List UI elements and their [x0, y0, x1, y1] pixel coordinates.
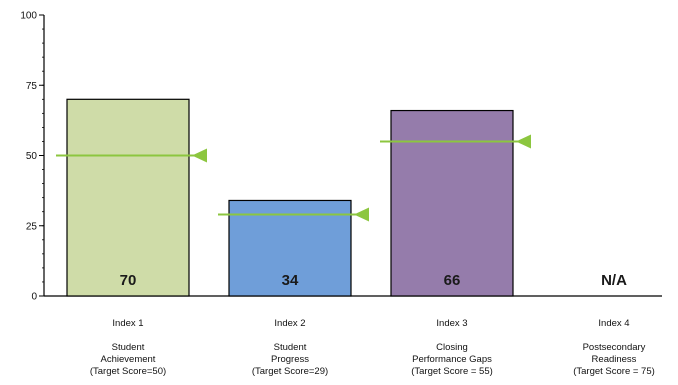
category-target-label-4: (Target Score = 75): [573, 366, 655, 377]
bar-2: [228, 199, 352, 297]
category-name-label-3: Closing: [436, 342, 468, 353]
category-name2-label-3: Performance Gaps: [412, 354, 492, 365]
category-index-label-2: Index 2: [274, 318, 305, 329]
category-target-label-1: (Target Score=50): [90, 366, 166, 377]
category-name-label-1: Student: [112, 342, 145, 353]
value-label-3: 66: [444, 272, 461, 289]
category-name2-label-1: Achievement: [101, 354, 156, 365]
target-marker-1: [192, 148, 207, 163]
target-marker-2: [354, 207, 369, 222]
bar-3: [390, 109, 514, 297]
chart-target-markers: [56, 134, 531, 222]
chart-bars: [66, 98, 514, 297]
y-tick-label: 25: [26, 221, 38, 232]
category-name-label-4: Postsecondary: [583, 342, 646, 353]
value-label-4: N/A: [601, 272, 627, 289]
category-index-label-4: Index 4: [598, 318, 629, 329]
bar-1: [66, 98, 190, 297]
category-name2-label-2: Progress: [271, 354, 309, 365]
category-index-label-3: Index 3: [436, 318, 467, 329]
y-tick-label: 100: [20, 11, 37, 22]
target-marker-3: [516, 134, 531, 149]
value-label-2: 34: [282, 272, 299, 289]
category-name2-label-4: Readiness: [592, 354, 637, 365]
value-label-1: 70: [120, 272, 137, 289]
category-target-label-3: (Target Score = 55): [411, 366, 493, 377]
y-tick-label: 50: [26, 151, 38, 162]
category-index-label-1: Index 1: [112, 318, 143, 329]
y-tick-label: 0: [31, 292, 37, 303]
category-name-label-2: Student: [274, 342, 307, 353]
y-tick-label: 75: [26, 81, 38, 92]
category-target-label-2: (Target Score=29): [252, 366, 328, 377]
